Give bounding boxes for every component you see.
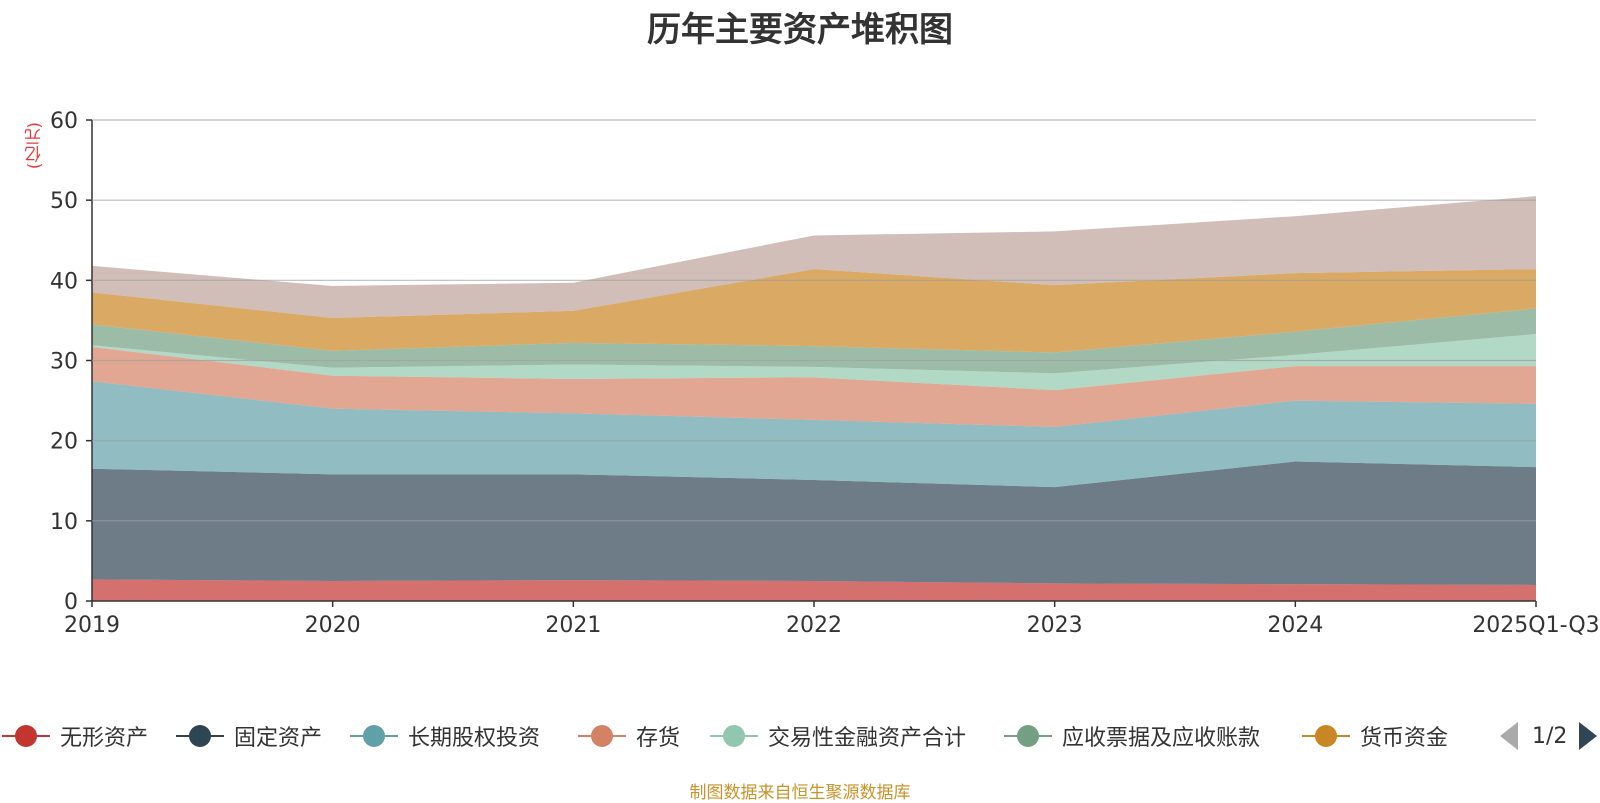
legend-page-indicator: 1/2 [1532, 723, 1568, 749]
legend-marker-icon [176, 718, 224, 754]
x-tick-label: 2021 [545, 613, 601, 638]
legend-pager: 1/2 [1500, 718, 1598, 754]
stacked-area-chart: 0 10 20 30 40 50 60 2019 2020 2021 2022 2023 2024 202… [50, 109, 1600, 638]
legend-label: 交易性金融资产合计 [768, 726, 967, 751]
y-tick-label: 60 [50, 109, 78, 134]
legend-marker-icon [2, 718, 50, 754]
x-tick-label: 2024 [1267, 613, 1323, 638]
legend-item-receivables[interactable]: 应收票据及应收账款 [1004, 718, 1260, 754]
area-series-交易性金融资产合计[interactable] [92, 334, 1536, 391]
y-tick-label: 20 [50, 430, 78, 455]
legend-label: 应收票据及应收账款 [1062, 726, 1261, 751]
legend-marker-icon [578, 718, 626, 754]
y-tick-label: 40 [50, 269, 78, 294]
area-series-货币资金[interactable] [92, 269, 1536, 353]
legend-label: 存货 [636, 726, 681, 751]
legend-item-inventory[interactable]: 存货 [578, 718, 680, 754]
y-tick-label: 0 [64, 590, 78, 615]
x-tick-label: 2022 [786, 613, 842, 638]
legend-next-page-icon[interactable] [1579, 722, 1598, 750]
area-series-应收票据及应收账款[interactable] [92, 308, 1536, 374]
legend-item-cash[interactable]: 货币资金 [1302, 718, 1448, 754]
legend-label: 无形资产 [60, 726, 149, 751]
legend-label: 固定资产 [234, 726, 323, 751]
x-tick-label: 2019 [64, 613, 120, 638]
area-series-长期股权投资[interactable] [92, 381, 1536, 488]
area-series-存货[interactable] [92, 346, 1536, 428]
legend-item-long-term-equity-investment[interactable]: 长期股权投资 [350, 718, 540, 754]
legend-marker-icon [350, 718, 398, 754]
legend-marker-icon [1302, 718, 1350, 754]
area-series-固定资产[interactable] [92, 461, 1536, 585]
y-tick-label: 30 [50, 350, 78, 375]
area-series-其他[interactable] [92, 196, 1536, 319]
legend-item-trading-financial-assets[interactable]: 交易性金融资产合计 [710, 718, 966, 754]
legend-marker-icon [1004, 718, 1052, 754]
x-tick-label: 2025Q1-Q3 [1472, 613, 1599, 638]
x-tick-label: 2023 [1027, 613, 1083, 638]
legend-label: 长期股权投资 [408, 726, 541, 751]
legend-label: 货币资金 [1360, 726, 1449, 751]
legend: 无形资产 固定资产 长期股权投资 存货 交易性金融资产合计 应收票据及应收账款 … [0, 718, 1600, 754]
area-series-无形资产[interactable] [92, 579, 1536, 601]
chart-title: 历年主要资产堆积图 [647, 10, 953, 50]
x-tick-label: 2020 [305, 613, 361, 638]
legend-prev-page-icon[interactable] [1500, 722, 1518, 750]
legend-marker-icon [710, 718, 758, 754]
grid-lines [92, 119, 1536, 522]
y-tick-label: 10 [50, 510, 78, 535]
legend-item-intangible-assets[interactable]: 无形资产 [2, 718, 148, 754]
area-series [92, 196, 1536, 601]
y-tick-label: 50 [50, 189, 78, 214]
legend-item-fixed-assets[interactable]: 固定资产 [176, 718, 322, 754]
data-source-note: 制图数据来自恒生聚源数据库 [689, 783, 911, 803]
